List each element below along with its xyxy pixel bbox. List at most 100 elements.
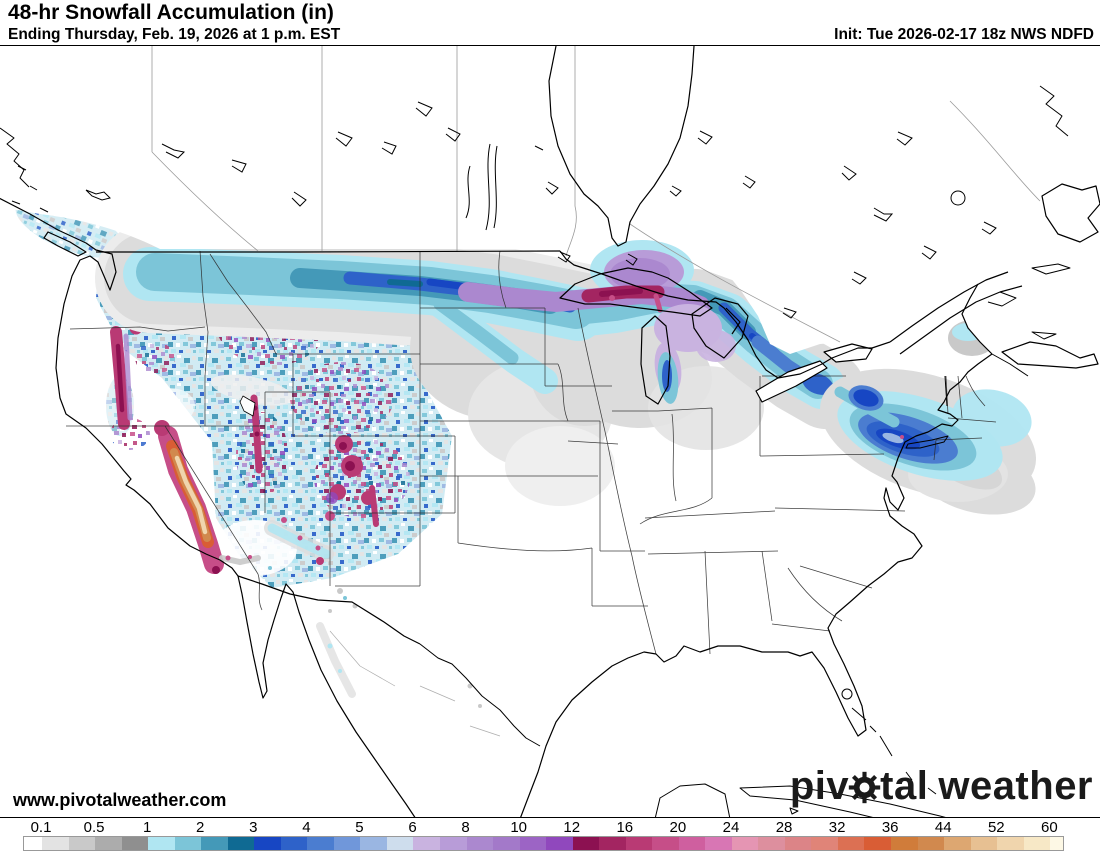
colorbar-segment: [546, 837, 573, 850]
colorbar-segment: [42, 837, 69, 850]
canada-mask: [0, 46, 1100, 378]
pacific-coast: [0, 197, 417, 819]
colorbar-segment: [599, 837, 626, 850]
colorbar-segment: [201, 837, 228, 850]
colorbar-segment: [24, 837, 42, 850]
colorbar-segment: [864, 837, 891, 850]
lake-champlain: [944, 375, 948, 407]
colorbar-tick-label: 52: [987, 819, 1005, 836]
header: 48-hr Snowfall Accumulation (in) Ending …: [0, 0, 1100, 45]
logo-text-suffix: tal: [880, 764, 929, 808]
great-salt-lake: [239, 395, 256, 417]
colorbar-segment: [572, 837, 600, 850]
pivotal-weather-logo: piv tal weather: [790, 766, 1093, 806]
colorbar-segment: [439, 837, 467, 850]
colorbar-tick-label: 8: [461, 819, 470, 836]
st-lawrence: [889, 271, 1023, 355]
newfoundland: [1041, 183, 1100, 243]
gear-icon: [848, 771, 881, 803]
bahamas: [851, 707, 937, 795]
logo-text-prefix: piv: [789, 764, 850, 808]
colorbar-segment: [333, 837, 361, 850]
colorbar-segment: [944, 837, 971, 850]
colorbar-segment: [784, 837, 812, 850]
colorbar-segment: [121, 837, 149, 850]
cuba: [739, 785, 954, 819]
colorbar-segment: [413, 837, 440, 850]
colorbar-segment: [307, 837, 334, 850]
colorbar-segment: [917, 837, 945, 850]
colorbar-tick-label: 36: [881, 819, 899, 836]
colorbar-tick-label: 6: [408, 819, 417, 836]
colorbar-tick-label: 3: [249, 819, 258, 836]
lake-okeechobee: [841, 688, 853, 700]
colorbar-segment: [68, 837, 96, 850]
page-title: 48-hr Snowfall Accumulation (in): [8, 1, 334, 24]
init-time-label: Init: Tue 2026-02-17 18z NWS NDFD: [834, 26, 1094, 43]
colorbar-tick-label: 12: [563, 819, 581, 836]
atlantic-gulf-coast: [519, 353, 993, 819]
colorbar-segment: [360, 837, 387, 850]
colorbar-tick-label: 16: [616, 819, 634, 836]
hudson-bay: [548, 46, 695, 247]
colorbar-tick-label: 44: [934, 819, 952, 836]
colorbar-segment: [493, 837, 520, 850]
canadian-lakes: [85, 101, 997, 319]
colorbar-tick-label: 24: [722, 819, 740, 836]
labrador-coast: [1039, 85, 1069, 137]
colorbar-tick-label: 28: [775, 819, 793, 836]
colorbar-segment: [280, 837, 308, 850]
colorbar-segment: [811, 837, 838, 850]
colorbar-segment: [174, 837, 202, 850]
colorbar-segment: [466, 837, 494, 850]
colorbar-segment: [95, 837, 122, 850]
snow-northeast-swath: [819, 320, 1037, 515]
lake-huron: [691, 297, 749, 359]
colorbar-tick-label: 0.5: [83, 819, 105, 836]
colorbar-ticks: 0.1 0.5 1 2 3 4 5 6 8 10 12 16 20 24 28 32 36 44 52 60: [23, 819, 1062, 836]
coastlines: [0, 46, 1100, 819]
colorbar-segment: [678, 837, 706, 850]
lake-nipigon: [625, 253, 638, 266]
logo-text-word2: weather: [938, 764, 1093, 808]
colorbar-segment: [731, 837, 759, 850]
vancouver-island: [43, 231, 87, 257]
valid-time-label: Ending Thursday, Feb. 19, 2026 at 1 p.m.…: [8, 26, 341, 43]
mexico-state-borders: [329, 630, 501, 737]
us-canada-border-line: [96, 250, 993, 379]
lake-erie: [755, 360, 828, 403]
colorbar-segment: [1023, 837, 1051, 850]
lake-superior: [559, 267, 713, 317]
colorbar-segment: [227, 837, 255, 850]
colorbar-segment: [652, 837, 679, 850]
colorbar-tick-label: 32: [828, 819, 846, 836]
colorbar-tick-label: 5: [355, 819, 364, 836]
province-borders: [151, 46, 1041, 343]
colorbar-segment: [705, 837, 732, 850]
colorbar: 0.1 0.5 1 2 3 4 5 6 8 10 12 16 20 24 28 32 36 44 52 60: [0, 818, 1100, 851]
colorbar-segment: [254, 837, 281, 850]
colorbar-segment: [891, 837, 918, 850]
map-canvas: [0, 46, 1100, 819]
colorbar-segment: [997, 837, 1024, 850]
colorbar-tick-label: 20: [669, 819, 687, 836]
colorbar-tick-label: 4: [302, 819, 311, 836]
colorbar-segment: [837, 837, 865, 850]
colorbar-segment: [970, 837, 998, 850]
colorbar-segment: [148, 837, 175, 850]
colorbar-segment: [1050, 837, 1063, 850]
long-island: [905, 435, 949, 449]
us-mexico-border: [237, 575, 421, 645]
colorbar-segment: [625, 837, 653, 850]
lake-michigan: [640, 315, 671, 405]
lake-of-the-woods: [557, 251, 571, 263]
colorbar-tick-label: 60: [1041, 819, 1058, 836]
colorbar-tick-label: 10: [510, 819, 527, 836]
colorbar-segment: [519, 837, 547, 850]
colorbar-scale: [23, 836, 1064, 851]
forecast-map[interactable]: [0, 45, 1100, 819]
colorbar-tick-label: 0.1: [30, 819, 52, 836]
colorbar-segment: [758, 837, 785, 850]
colorbar-tick-label: 2: [196, 819, 205, 836]
colorbar-tick-label: 1: [142, 819, 152, 836]
